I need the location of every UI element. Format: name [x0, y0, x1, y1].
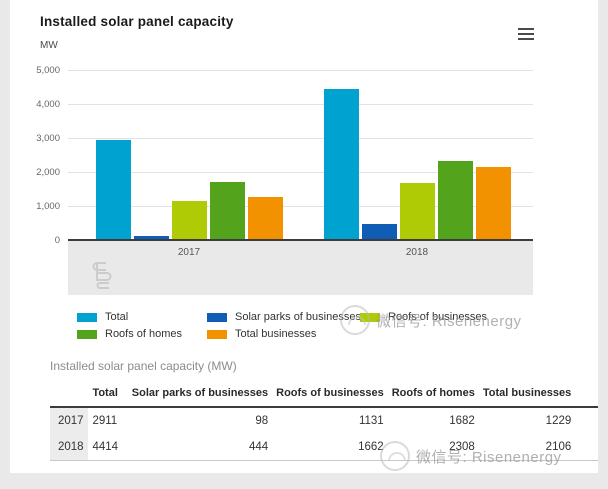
value-cell: 2106 — [478, 434, 576, 461]
value-cell: 98 — [255, 415, 269, 427]
legend-label: Total — [105, 311, 129, 323]
chart-title: Installed solar panel capacity — [40, 14, 234, 29]
x-axis-line — [68, 239, 533, 241]
legend-swatch-icon — [77, 312, 97, 322]
legend-column: Roofs of businesses — [360, 311, 487, 340]
table-header-cell: Roofs of homes — [387, 383, 479, 408]
legend-label: Solar parks of businesses — [235, 311, 361, 323]
legend-item-total[interactable]: Total — [77, 311, 207, 323]
value-cell: 444 — [127, 434, 273, 461]
value-cell: 1229 — [545, 415, 572, 427]
hamburger-menu-icon — [518, 38, 534, 40]
value-cell: 2911 — [92, 415, 118, 427]
value-cell: 1131 — [358, 415, 384, 427]
value-cell: 2308 — [387, 434, 479, 461]
table-header-cell: Roofs of businesses — [272, 383, 388, 408]
legend-item-solar-parks-of-businesses[interactable]: Solar parks of businesses — [207, 311, 361, 323]
table-header-filler — [575, 383, 598, 408]
legend-label: Total businesses — [235, 328, 317, 340]
legend-item-roofs-of-homes[interactable]: Roofs of homes — [77, 328, 207, 340]
cbs-logo-icon — [92, 262, 112, 289]
y-tick-label: 5,000 — [36, 65, 60, 76]
legend-swatch-icon — [207, 312, 227, 322]
bar-roofs-of-businesses-2018[interactable] — [399, 182, 435, 239]
legend-swatch-icon — [77, 329, 97, 339]
gridline — [68, 171, 533, 173]
table-header-cell: Solar parks of businesses — [127, 383, 273, 408]
legend-column: Total Roofs of homes — [77, 311, 207, 340]
bar-total-2018[interactable] — [323, 88, 359, 239]
gridline — [68, 103, 533, 105]
chart-menu-button[interactable] — [518, 28, 538, 44]
y-tick-label: 4,000 — [36, 99, 60, 110]
value-cell: 1662 — [272, 434, 388, 461]
table-header-cell — [50, 383, 89, 408]
value-cell: 1682 — [449, 415, 475, 427]
gridline — [68, 137, 533, 139]
legend-item-roofs-of-businesses[interactable]: Roofs of businesses — [360, 311, 487, 323]
y-tick-label: 1,000 — [36, 201, 60, 212]
bar-solar-parks-of-businesses-2018[interactable] — [361, 223, 397, 239]
table-body: 2017 2911 98 1131 1682 1229 2018 4414 444 1662 230… — [50, 407, 598, 461]
bar-roofs-of-homes-2017[interactable] — [209, 181, 245, 239]
value-cell: 4414 — [88, 434, 128, 461]
filler-cell — [575, 407, 598, 434]
bar-total-businesses-2018[interactable] — [475, 167, 511, 239]
data-table: Total Solar parks of businesses Roofs of b… — [50, 383, 598, 461]
table-header-cell: Total businesses — [478, 383, 576, 408]
hamburger-menu-icon — [518, 28, 534, 30]
bar-roofs-of-homes-2018[interactable] — [437, 160, 473, 239]
hamburger-menu-icon — [518, 33, 534, 35]
y-tick-label: 2,000 — [36, 167, 60, 178]
year-cell: 2018 — [50, 434, 89, 461]
legend-label: Roofs of businesses — [388, 311, 488, 323]
gridline — [68, 205, 533, 207]
bar-solar-parks-of-businesses-2017[interactable] — [133, 235, 169, 239]
table-header-cell: Total — [88, 383, 128, 408]
legend-swatch-icon — [360, 312, 380, 322]
x-axis-band: 2017 2018 — [68, 241, 533, 295]
chart-legend: Total Roofs of homes Solar parks of busine… — [77, 311, 487, 340]
legend-column: Solar parks of businesses Total businesse… — [207, 311, 361, 340]
legend-item-total-businesses[interactable]: Total businesses — [207, 328, 360, 340]
plot-area: 0 1,000 2,000 3,000 4,000 5,000 — [36, 60, 533, 246]
table-title: Installed solar panel capacity (MW) — [50, 359, 237, 373]
gridline — [68, 69, 533, 71]
bar-roofs-of-businesses-2017[interactable] — [171, 200, 207, 239]
y-tick-label: 0 — [54, 235, 60, 246]
table-header: Total Solar parks of businesses Roofs of b… — [50, 383, 598, 408]
filler-cell — [575, 434, 598, 461]
legend-swatch-icon — [207, 329, 227, 339]
table-header-row: Total Solar parks of businesses Roofs of b… — [50, 383, 598, 408]
x-category-label: 2017 — [177, 247, 201, 258]
table-row: 2018 4414 444 1662 2308 2106 — [50, 434, 598, 461]
table-row: 2017 2911 98 1131 1682 1229 — [50, 407, 598, 434]
bar-total-2017[interactable] — [95, 140, 131, 239]
y-tick-label: 3,000 — [36, 133, 60, 144]
legend-label: Roofs of homes — [105, 328, 183, 340]
y-axis-unit-label: MW — [40, 40, 58, 51]
chart-card: Installed solar panel capacity MW 0 1,000… — [10, 0, 598, 473]
bar-total-businesses-2017[interactable] — [247, 197, 283, 239]
year-cell: 2017 — [50, 407, 89, 434]
x-category-label: 2018 — [405, 247, 429, 258]
